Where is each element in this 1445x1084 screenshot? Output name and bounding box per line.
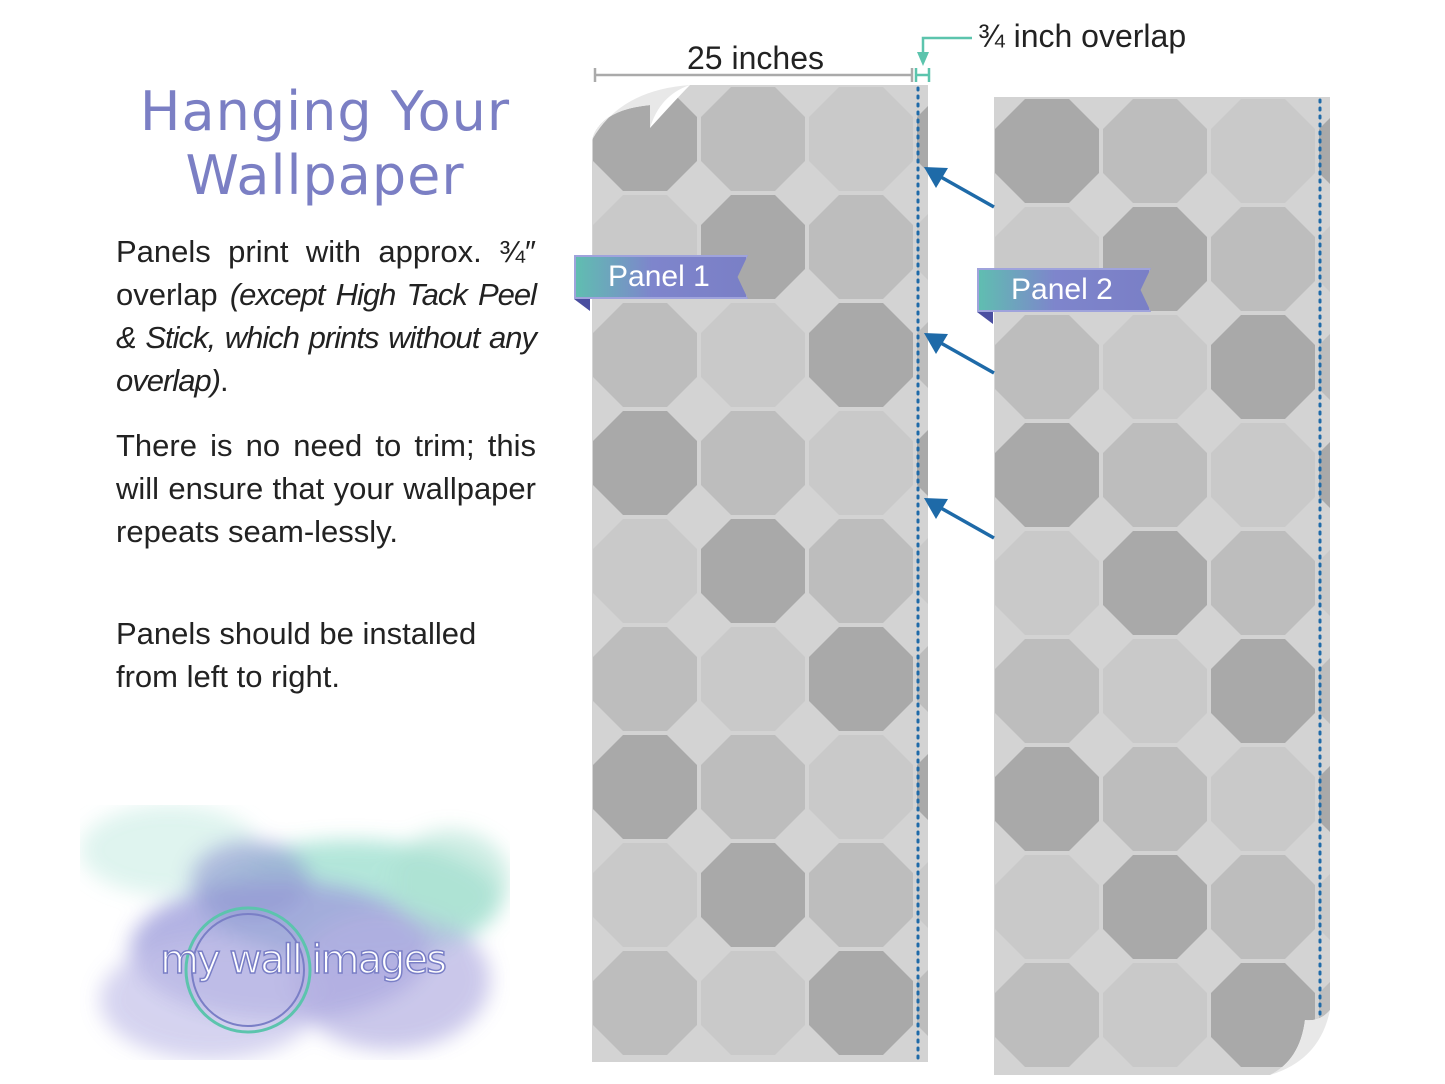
octagon-tile	[701, 519, 805, 623]
octagon-tile	[1319, 334, 1330, 400]
octagon-tile	[995, 99, 1099, 203]
arrow-icon	[931, 336, 995, 375]
octagon-tile	[701, 951, 805, 1055]
octagon-tile	[593, 303, 697, 407]
octagon-tile	[1211, 99, 1315, 203]
octagon-tile	[995, 315, 1099, 419]
overlap-paragraph: Panels print with approx. ¾″ overlap (ex…	[116, 230, 537, 402]
octagon-tile	[1319, 442, 1330, 508]
octagon-tile	[593, 951, 697, 1055]
watercolor-splash-logo	[80, 805, 510, 1060]
arrow-icon	[931, 501, 995, 540]
panel-2-wallpaper	[994, 97, 1330, 1075]
octagon-tile	[995, 423, 1099, 527]
overlap-dimension-marker	[914, 36, 972, 82]
octagon-tile	[809, 411, 913, 515]
octagon-tile	[995, 855, 1099, 959]
octagon-tile	[1103, 423, 1207, 527]
octagon-tile	[809, 627, 913, 731]
panel-1-label: Panel 1	[574, 255, 748, 299]
octagon-tile	[995, 963, 1099, 1067]
octagon-tile	[809, 303, 913, 407]
octagon-tile	[1211, 207, 1315, 311]
octagon-tile	[995, 531, 1099, 635]
octagon-tile	[593, 627, 697, 731]
octagon-tile	[1319, 766, 1330, 832]
octagon-tile	[809, 951, 913, 1055]
title-line-1: Hanging Your	[139, 80, 511, 143]
width-label: 25 inches	[687, 40, 824, 76]
overlap-text-end: .	[220, 363, 229, 398]
overlap-text: Panels print with approx. ¾″ overlap	[116, 234, 536, 312]
octagon-tile	[701, 411, 805, 515]
octagon-tile	[1211, 747, 1315, 851]
octagon-tile	[995, 747, 1099, 851]
octagon-tile	[1211, 423, 1315, 527]
overlap-label: ¾ inch overlap	[978, 18, 1187, 54]
octagon-tile	[809, 843, 913, 947]
octagon-tile	[1319, 226, 1330, 292]
octagon-tile	[1103, 99, 1207, 203]
octagon-tile	[917, 322, 928, 388]
octagon-tile	[1319, 658, 1330, 724]
octagon-tile	[917, 862, 928, 928]
overlap-exception-text: (except High Tack Peel & Stick, which pr…	[116, 277, 537, 398]
octagon-tile	[1103, 855, 1207, 959]
octagon-tile	[1211, 531, 1315, 635]
octagon-tile	[593, 519, 697, 623]
octagon-tile	[1103, 639, 1207, 743]
octagon-tile	[809, 735, 913, 839]
octagon-tile	[701, 87, 805, 191]
octagon-tile	[809, 195, 913, 299]
octagon-tile	[1103, 531, 1207, 635]
octagon-tile	[917, 430, 928, 496]
octagon-tile	[1319, 982, 1330, 1048]
page-title: Hanging Your Wallpaper	[100, 80, 550, 208]
octagon-tile	[1103, 315, 1207, 419]
octagon-tile	[1319, 550, 1330, 616]
octagon-tile	[1211, 315, 1315, 419]
title-line-2: Wallpaper	[185, 144, 465, 207]
octagon-tile	[701, 735, 805, 839]
octagon-tile	[917, 214, 928, 280]
octagon-tile	[917, 970, 928, 1036]
octagon-tile	[917, 754, 928, 820]
width-dimension-marker	[593, 68, 914, 82]
octagon-tile	[917, 646, 928, 712]
panel-1-wallpaper	[592, 85, 928, 1062]
octagon-tile	[917, 106, 928, 172]
octagon-tile	[809, 519, 913, 623]
octagon-tile	[593, 87, 697, 191]
octagon-tile	[701, 627, 805, 731]
octagon-tile	[1103, 963, 1207, 1067]
order-paragraph: Panels should be installed from left to …	[116, 616, 477, 694]
octagon-tile	[1319, 874, 1330, 940]
octagon-tile	[995, 639, 1099, 743]
octagon-tile	[1211, 639, 1315, 743]
octagon-tile	[1211, 855, 1315, 959]
octagon-tile	[809, 87, 913, 191]
logo-ring	[184, 906, 312, 1034]
octagon-tile	[593, 735, 697, 839]
arrow-icon	[931, 170, 995, 209]
octagon-tile	[593, 411, 697, 515]
octagon-tile	[917, 538, 928, 604]
octagon-tile	[593, 843, 697, 947]
octagon-tile	[1103, 747, 1207, 851]
logo-text: my wall images	[159, 936, 447, 984]
trim-paragraph: There is no need to trim; this will ensu…	[116, 428, 536, 549]
alignment-arrows	[924, 167, 995, 540]
panel-2-label: Panel 2	[977, 268, 1151, 312]
octagon-tile	[701, 843, 805, 947]
octagon-tile	[701, 303, 805, 407]
octagon-tile	[1319, 118, 1330, 184]
octagon-tile	[1211, 963, 1315, 1067]
